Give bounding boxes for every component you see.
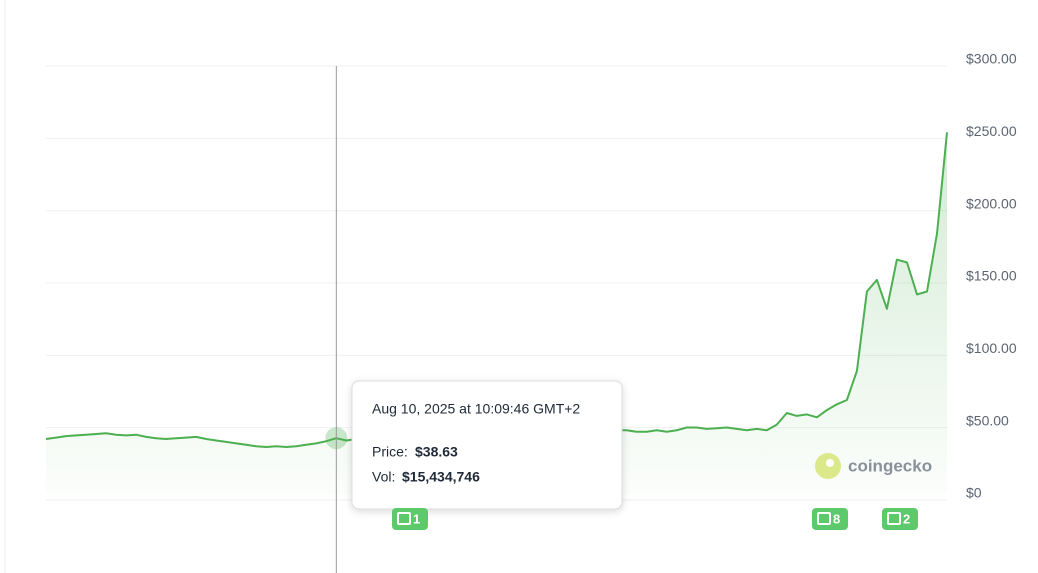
news-count: 2	[903, 511, 910, 526]
news-marker: 1	[392, 508, 428, 530]
news-icon	[817, 512, 831, 525]
y-tick-label: $300.00	[966, 51, 1017, 67]
news-count: 1	[413, 511, 420, 526]
tooltip-date: Aug 10, 2025 at 10:09:46 GMT+2	[372, 401, 580, 417]
news-marker: 8	[812, 508, 848, 530]
y-tick-label: $0	[966, 485, 982, 501]
tooltip-price: $38.63	[415, 444, 458, 460]
news-icon	[397, 512, 411, 525]
y-tick-label: $50.00	[966, 412, 1009, 428]
tooltip-vol: $15,434,746	[402, 469, 480, 485]
tooltip-box	[351, 380, 623, 510]
news-marker: 2	[882, 508, 918, 530]
area	[46, 132, 947, 495]
tooltip-vol-label: Vol:	[372, 469, 395, 485]
y-tick-label: $150.00	[966, 268, 1017, 284]
watermark: coingecko	[815, 453, 932, 479]
logo-eye	[826, 459, 834, 467]
news-count: 8	[833, 511, 840, 526]
watermark-text: coingecko	[848, 456, 932, 475]
tooltip-price-label: Price:	[372, 444, 408, 460]
news-icon	[887, 512, 901, 525]
y-tick-label: $200.00	[966, 195, 1017, 211]
tooltip: Aug 10, 2025 at 10:09:46 GMT+2 Price: $3…	[351, 380, 623, 510]
y-tick-label: $250.00	[966, 123, 1017, 139]
y-tick-label: $100.00	[966, 340, 1017, 356]
